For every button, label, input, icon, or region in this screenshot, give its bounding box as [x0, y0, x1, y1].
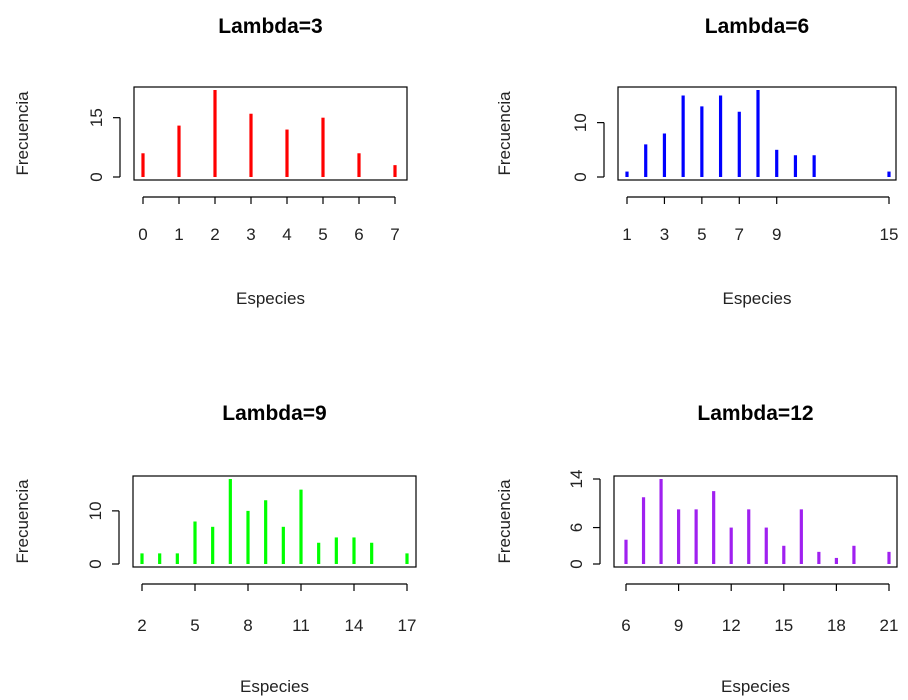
plot-frame [617, 86, 897, 181]
panel-lambda-3: Lambda=3 Especies Frecuencia 0 1 2 3 4 5 6 7 0 15 [13, 15, 408, 308]
panel-lambda-6: Lambda=6 Especies Frecuencia 1 3 5 7 9 15 0 10 [495, 15, 898, 308]
y-tick-label: 0 [86, 559, 105, 568]
y-axis-label: Frecuencia [495, 91, 514, 176]
y-tick-label: 0 [567, 559, 586, 568]
x-tick-label: 4 [282, 225, 291, 244]
y-tick-label: 10 [86, 501, 105, 520]
x-axis-label: Especies [240, 677, 309, 696]
x-tick-label: 0 [138, 225, 147, 244]
y-tick-label: 10 [571, 113, 590, 132]
x-tick-label: 18 [827, 616, 846, 635]
plot-frame [132, 475, 417, 568]
y-axis-label: Frecuencia [13, 91, 32, 176]
x-tick-label: 9 [772, 225, 781, 244]
x-tick-label: 8 [243, 616, 252, 635]
x-tick-label: 2 [137, 616, 146, 635]
plot-frame [133, 86, 408, 181]
x-tick-label: 5 [190, 616, 199, 635]
x-tick-label: 3 [246, 225, 255, 244]
y-tick-label: 0 [571, 172, 590, 181]
x-tick-label: 17 [398, 616, 417, 635]
x-tick-label: 14 [345, 616, 364, 635]
x-axis-label: Especies [721, 677, 790, 696]
x-tick-label: 7 [735, 225, 744, 244]
y-tick-label: 15 [87, 108, 106, 127]
x-tick-label: 21 [880, 616, 899, 635]
x-tick-label: 1 [174, 225, 183, 244]
y-axis-label: Frecuencia [495, 479, 514, 564]
x-axis-label: Especies [236, 289, 305, 308]
panel-lambda-12: Lambda=12 Especies Frecuencia 6 9 12 15 18 21… [495, 402, 898, 696]
x-tick-label: 2 [210, 225, 219, 244]
x-tick-label: 9 [674, 616, 683, 635]
x-tick-label: 6 [621, 616, 630, 635]
x-tick-label: 15 [880, 225, 899, 244]
x-tick-label: 5 [697, 225, 706, 244]
x-tick-label: 15 [774, 616, 793, 635]
y-tick-label: 14 [567, 470, 586, 489]
x-tick-label: 11 [292, 616, 310, 635]
chart-title: Lambda=3 [218, 15, 322, 38]
x-tick-label: 5 [318, 225, 327, 244]
x-tick-label: 7 [390, 225, 399, 244]
x-tick-label: 6 [354, 225, 363, 244]
y-tick-label: 0 [87, 172, 106, 181]
y-tick-label: 6 [567, 523, 586, 532]
x-tick-label: 3 [660, 225, 669, 244]
y-axis-label: Frecuencia [13, 479, 32, 564]
x-tick-label: 1 [622, 225, 631, 244]
chart-title: Lambda=9 [222, 402, 326, 425]
panel-lambda-9: Lambda=9 Especies Frecuencia 2 5 8 11 14 17 0 1… [13, 402, 417, 696]
x-tick-label: 12 [722, 616, 741, 635]
chart-title: Lambda=6 [705, 15, 809, 38]
x-axis-label: Especies [723, 289, 792, 308]
chart-title: Lambda=12 [697, 402, 813, 425]
plot-frame [613, 475, 898, 568]
